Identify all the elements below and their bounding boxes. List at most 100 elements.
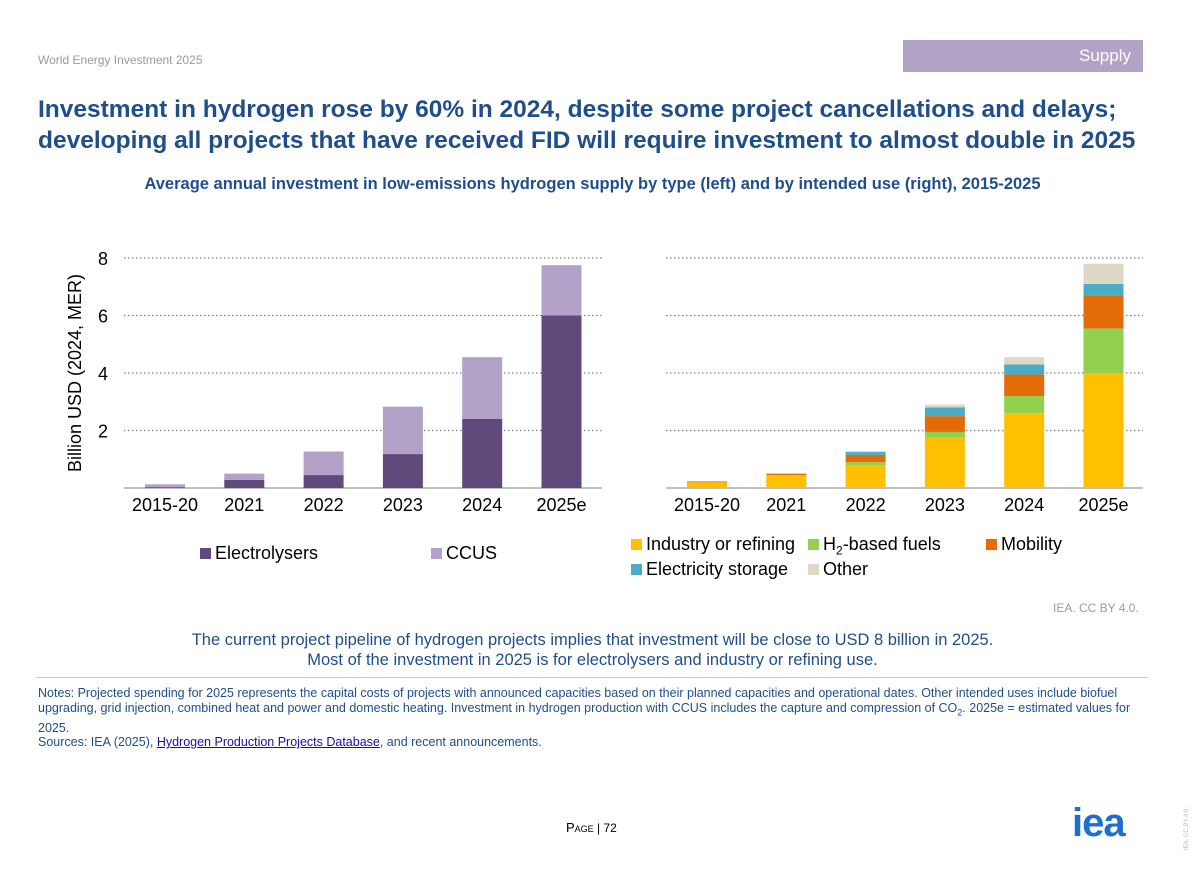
bar-segment bbox=[924, 437, 965, 488]
legend-swatch-ccus bbox=[431, 548, 442, 559]
bar-segment bbox=[224, 473, 265, 480]
bar-segment bbox=[687, 481, 727, 483]
page-headline: Investment in hydrogen rose by 60% in 20… bbox=[38, 96, 1136, 154]
legend-item-ccus: CCUS bbox=[431, 543, 497, 564]
bar-segment bbox=[766, 475, 807, 488]
database-link[interactable]: Hydrogen Production Projects Database bbox=[156, 735, 380, 749]
bar-segment bbox=[382, 454, 423, 488]
bar-segment bbox=[766, 473, 807, 476]
bar-segment bbox=[1083, 283, 1124, 296]
bar-segment bbox=[1083, 328, 1124, 373]
bar-segment bbox=[541, 315, 582, 488]
y-tick-label: 6 bbox=[98, 307, 108, 327]
legend-item-mobility: Mobility bbox=[986, 534, 1062, 555]
legend-swatch-h2-fuels bbox=[808, 539, 819, 550]
bar-segment bbox=[462, 357, 503, 419]
x-tick-label: 2025e bbox=[536, 495, 586, 515]
notes-text-end: . 2025e = estimated values for 2025. bbox=[38, 701, 1131, 735]
bar-segment bbox=[1083, 295, 1124, 329]
bar-segment bbox=[1004, 357, 1045, 365]
bar-segment bbox=[1083, 373, 1124, 488]
sources-prefix: Sources: IEA (2025), bbox=[38, 735, 157, 749]
x-tick-label: 2015-20 bbox=[132, 495, 198, 515]
legend-swatch-electrolysers bbox=[200, 548, 211, 559]
document-label: World Energy Investment 2025 bbox=[38, 53, 203, 67]
legend-label-h2-based-fuels: H2-based fuels bbox=[823, 534, 941, 558]
legend-label: Mobility bbox=[1001, 534, 1063, 554]
divider bbox=[36, 677, 1148, 678]
y-tick-label: 8 bbox=[98, 249, 108, 269]
bar-segment bbox=[541, 265, 582, 316]
copyright-notice: IEA. CC BY 4.0. bbox=[1053, 601, 1139, 615]
page-separator: | bbox=[593, 821, 604, 835]
page-word: Page bbox=[566, 820, 594, 835]
bar-segment bbox=[1004, 364, 1045, 375]
bar-segment bbox=[845, 454, 886, 463]
section-tab: Supply bbox=[903, 40, 1143, 72]
x-tick-label: 2015-20 bbox=[674, 495, 740, 515]
notes: Notes: Projected spending for 2025 repre… bbox=[38, 686, 1138, 736]
bar-segment bbox=[303, 451, 344, 476]
bar-segment bbox=[145, 484, 185, 488]
chart-title: Average annual investment in low-emissio… bbox=[144, 175, 1041, 193]
chart-right: 2015-20 2021 2022 2023 2024 2025e bbox=[666, 257, 1143, 515]
legend-label: Industry or refining bbox=[646, 534, 796, 554]
legend-label: CCUS bbox=[446, 543, 498, 563]
side-copyright-mark: IEA. CC BY 4.0. bbox=[1184, 807, 1190, 850]
legend-label: Electrolysers bbox=[215, 543, 319, 563]
x-tick-label: 2021 bbox=[766, 495, 806, 515]
bar-segment bbox=[1004, 396, 1045, 414]
x-tick-label: 2025e bbox=[1078, 495, 1128, 515]
bar-segment bbox=[924, 431, 965, 438]
bar-segment bbox=[687, 482, 727, 488]
bar-segment bbox=[1004, 374, 1045, 396]
page-number-value: 72 bbox=[603, 821, 617, 835]
legend-item-electrolysers: Electrolysers bbox=[200, 543, 318, 564]
x-tick-label: 2023 bbox=[925, 495, 965, 515]
x-tick-label: 2024 bbox=[462, 495, 502, 515]
takeaway-line-1: The current project pipeline of hydrogen… bbox=[191, 631, 994, 649]
bar-segment bbox=[1004, 413, 1045, 488]
legend-label: Other bbox=[823, 559, 869, 579]
bar-segment bbox=[462, 419, 503, 488]
legend-label: Electricity storage bbox=[646, 559, 789, 579]
legend-swatch-mobility bbox=[986, 539, 997, 550]
bar-segment bbox=[224, 479, 265, 488]
x-tick-label: 2023 bbox=[383, 495, 423, 515]
bar-segment bbox=[845, 452, 886, 455]
y-tick-label: 2 bbox=[98, 422, 108, 442]
takeaway-line-2: Most of the investment in 2025 is for el… bbox=[307, 651, 878, 669]
bar-segment bbox=[924, 416, 965, 432]
legend-item-electricity-storage: Electricity storage bbox=[631, 559, 788, 580]
charts-svg: 2 4 6 8 2015-20 2021 2022 2023 2024 2025e Billion … bbox=[65, 249, 1143, 515]
notes-subscript: 2 bbox=[957, 707, 963, 718]
legend-item-h2-based-fuels: H2-based fuels bbox=[808, 534, 941, 558]
bar-segment bbox=[145, 487, 185, 488]
y-tick-label: 4 bbox=[98, 364, 108, 384]
legend-swatch-storage bbox=[631, 564, 642, 575]
legend-swatch-industry bbox=[631, 539, 642, 550]
bar-segment bbox=[924, 404, 965, 408]
x-tick-label: 2024 bbox=[1004, 495, 1044, 515]
y-axis-title: Billion USD (2024, MER) bbox=[65, 274, 85, 472]
legend-item-other: Other bbox=[808, 559, 868, 580]
page-number: Page | 72 bbox=[566, 820, 617, 835]
x-tick-label: 2021 bbox=[224, 495, 264, 515]
bar-segment bbox=[924, 407, 965, 417]
iea-logo: iea bbox=[1072, 801, 1126, 845]
legend-item-industry-or-refining: Industry or refining bbox=[631, 534, 795, 555]
chart-left: 2 4 6 8 2015-20 2021 2022 2023 2024 2025e Billion … bbox=[65, 249, 602, 515]
sources: Sources: IEA (2025), Hydrogen Production… bbox=[38, 735, 542, 749]
key-takeaway: The current project pipeline of hydrogen… bbox=[0, 630, 1185, 670]
bar-segment bbox=[845, 451, 886, 453]
bar-segment bbox=[303, 475, 344, 488]
legend-swatch-other bbox=[808, 564, 819, 575]
bar-segment bbox=[382, 406, 423, 455]
bar-segment bbox=[845, 465, 886, 488]
bar-segment bbox=[1083, 263, 1124, 284]
notes-text: Notes: Projected spending for 2025 repre… bbox=[38, 686, 1118, 715]
sources-suffix: , and recent announcements. bbox=[379, 735, 542, 749]
x-tick-label: 2022 bbox=[304, 495, 344, 515]
x-tick-label: 2022 bbox=[846, 495, 886, 515]
bar-segment bbox=[845, 462, 886, 465]
